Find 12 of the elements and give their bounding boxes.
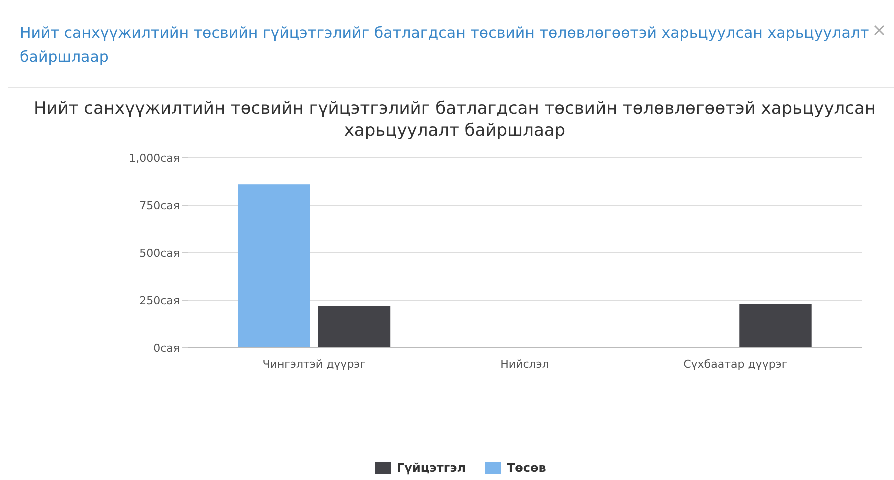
x-tick-label: Чингэлтэй дүүрэг [262, 358, 366, 371]
legend-label: Гүйцэтгэл [397, 461, 466, 475]
y-tick-label: 500сая [140, 246, 180, 260]
x-tick-label: Нийслэл [500, 358, 550, 371]
text: Нийт санхүүжилтийн төсвийн гүйцэтгэлийг батлагдсан төсвийн төлөвлөгөөтэй харьцуулсан харьцуулалт байршлаар [20, 24, 870, 66]
legend-label: Төсөв [507, 461, 547, 475]
y-tick-label: 250сая [140, 294, 180, 308]
y-tick-label: 1,000сая [129, 152, 180, 165]
x-tick-label: Сүхбаатар дүүрэг [684, 358, 788, 371]
chart-title: Нийт санхүүжилтийн төсвийн гүйцэтгэлийг батлагдсан төсвийн төлөвлөгөөтэй харьцуулсан харьцуулалт байршлаар [34, 99, 876, 141]
y-tick-label: 750сая [140, 199, 180, 212]
y-tick-label: 0сая [154, 342, 180, 355]
